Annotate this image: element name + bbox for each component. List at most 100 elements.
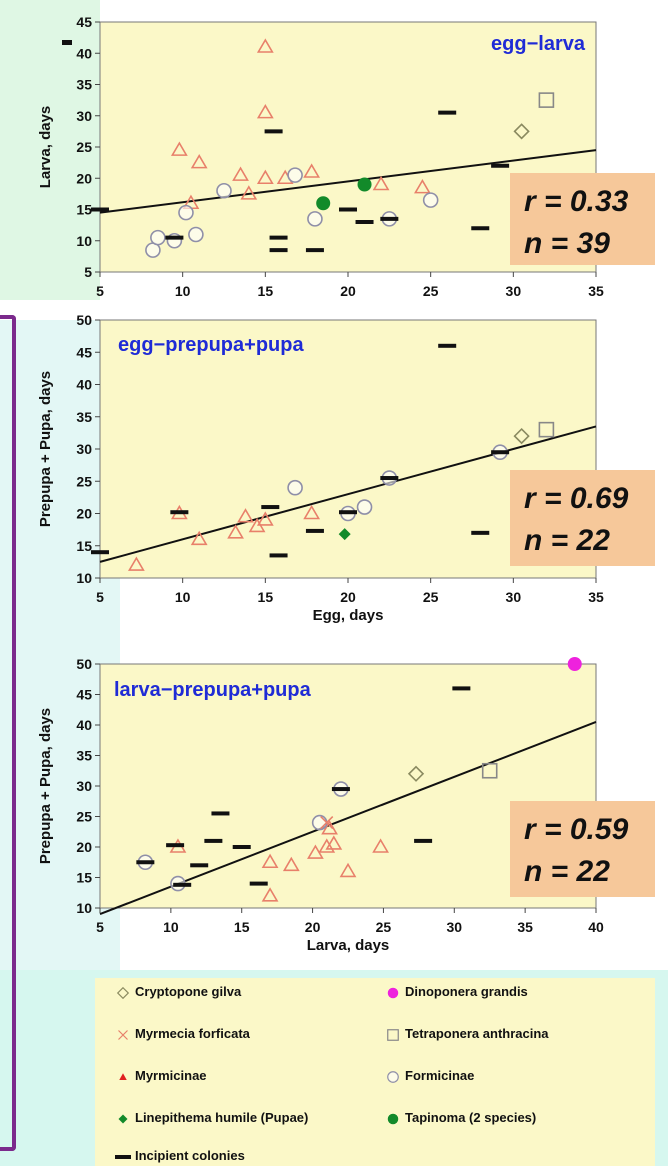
x-tick-label: 5 [96, 919, 104, 935]
legend-marker-icon [387, 987, 399, 998]
data-point [91, 550, 109, 555]
x-tick-label: 10 [175, 589, 191, 605]
y-tick-label: 40 [76, 377, 92, 393]
data-point [269, 248, 288, 253]
data-point [287, 167, 303, 183]
data-point [256, 38, 274, 53]
series-formicinae [145, 167, 439, 258]
trend-line [99, 425, 597, 563]
trend-line [99, 149, 597, 214]
legend-label: Tapinoma (2 species) [405, 1110, 537, 1125]
legend-label: Linepithema humile (Pupae) [135, 1110, 309, 1125]
y-tick-label: 35 [76, 748, 92, 764]
data-point [567, 657, 582, 671]
data-point [188, 226, 204, 243]
data-point [190, 863, 209, 868]
legend-label: Incipient colonies [135, 1148, 245, 1163]
y-tick-label: 45 [76, 687, 92, 703]
legend-marker-icon [118, 1029, 128, 1040]
legend-marker-icon [387, 1028, 399, 1041]
data-point [538, 421, 555, 438]
legend-marker [118, 1114, 128, 1124]
x-tick-label: 25 [423, 589, 439, 605]
stat-box [510, 470, 655, 566]
data-point [339, 862, 357, 878]
x-tick-label: 10 [175, 283, 191, 299]
data-point [190, 154, 208, 169]
y-tick-label: 50 [76, 656, 92, 672]
data-point [307, 211, 323, 227]
x-tick-label: 20 [340, 283, 356, 299]
data-point [91, 207, 109, 212]
legend-marker-icon [119, 1072, 127, 1080]
data-point [165, 235, 184, 240]
data-point [422, 192, 439, 208]
data-point [339, 510, 357, 515]
series-dinoponera-grandis [567, 657, 582, 671]
data-point [178, 204, 194, 221]
x-tick-label: 15 [258, 283, 274, 299]
data-point [339, 207, 357, 212]
legend-label: Tetraponera anthracina [405, 1026, 549, 1041]
y-tick-label: 15 [76, 202, 92, 218]
data-point [237, 508, 254, 523]
data-point [372, 838, 389, 853]
data-point [380, 216, 399, 221]
data-point [261, 505, 280, 510]
data-point [471, 530, 490, 535]
legend: Cryptopone gilva Dinoponera grandis Myrmec… [95, 978, 655, 1166]
y-tick-label: 25 [76, 139, 92, 155]
series-tapinoma-2-species- [316, 177, 372, 211]
data-point [481, 762, 498, 779]
y-tick-label: 25 [76, 809, 92, 825]
x-tick-label: 40 [588, 919, 604, 935]
data-point [204, 838, 223, 843]
data-point [173, 882, 192, 887]
data-point [357, 177, 372, 192]
background-panel-green [0, 0, 100, 300]
legend-item: Incipient colonies [114, 1148, 245, 1165]
data-point [380, 476, 399, 481]
y-tick-label: 15 [76, 870, 92, 886]
legend-item: Myrmicinae [115, 1068, 207, 1085]
y-tick-label: 15 [76, 538, 92, 554]
data-point [414, 179, 431, 194]
legend-label: Myrmecia forficata [135, 1026, 250, 1041]
data-point [261, 853, 279, 869]
legend-marker [387, 1028, 399, 1041]
data-point [170, 510, 189, 515]
chart-title: egg−larva [491, 33, 586, 55]
y-tick-label: 10 [76, 570, 92, 586]
data-point [438, 343, 457, 348]
stat-r: r = 0.69 [524, 482, 629, 515]
y-tick-label: 30 [76, 108, 92, 124]
y-tick-label: 20 [76, 839, 92, 855]
y-tick-label: 45 [76, 344, 92, 360]
data-point [318, 838, 336, 853]
data-point [305, 528, 324, 533]
data-point [303, 163, 321, 178]
x-tick-label: 35 [517, 919, 533, 935]
data-point [287, 479, 303, 496]
y-tick-label: 40 [76, 717, 92, 733]
series-myrmecia-forficata [320, 816, 334, 830]
data-point [513, 123, 530, 140]
data-point [227, 524, 244, 539]
data-point [150, 229, 166, 246]
x-tick-label: 35 [588, 283, 604, 299]
legend-label: Cryptopone gilva [135, 984, 242, 999]
data-point [232, 845, 251, 849]
y-tick-label: 35 [76, 77, 92, 93]
y-tick-label: 5 [84, 264, 92, 280]
data-point [331, 787, 350, 792]
legend-marker-icon [118, 1114, 128, 1124]
data-point [305, 248, 324, 253]
data-point [136, 860, 155, 865]
x-axis-label: Egg, days [313, 607, 384, 624]
legend-marker [118, 1029, 128, 1040]
x-tick-label: 10 [163, 919, 179, 935]
y-axis-label: Larva, days [37, 106, 54, 189]
data-point [320, 816, 334, 830]
